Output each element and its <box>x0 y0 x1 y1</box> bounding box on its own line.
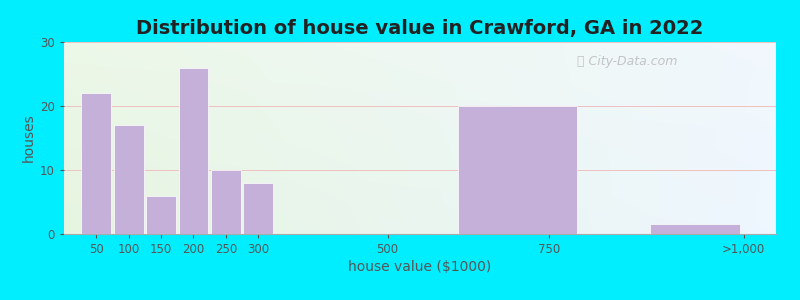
Bar <box>458 106 577 234</box>
Bar <box>650 224 740 234</box>
Bar <box>211 170 241 234</box>
Text: ⓘ City-Data.com: ⓘ City-Data.com <box>577 56 677 68</box>
Y-axis label: houses: houses <box>22 114 36 162</box>
Bar <box>82 93 111 234</box>
Title: Distribution of house value in Crawford, GA in 2022: Distribution of house value in Crawford,… <box>136 19 704 38</box>
Bar <box>243 183 273 234</box>
Bar <box>146 196 176 234</box>
Bar <box>178 68 208 234</box>
Bar <box>114 125 144 234</box>
X-axis label: house value ($1000): house value ($1000) <box>348 260 492 274</box>
